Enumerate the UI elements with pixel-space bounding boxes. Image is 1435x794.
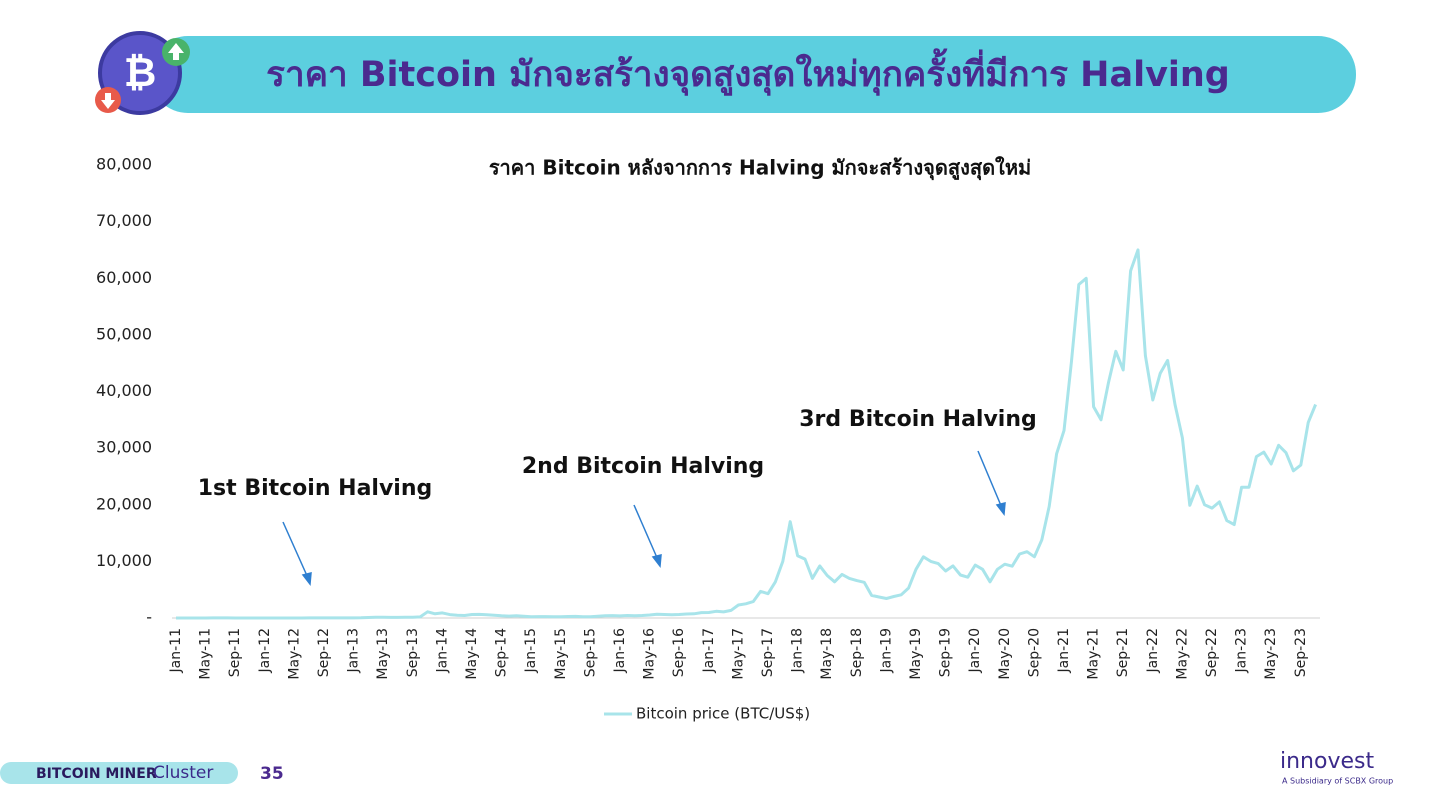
x-tick-label: Jan-13 <box>346 628 362 673</box>
chart: - 10,000 20,000 30,000 40,000 50,000 60,000 70,… <box>96 155 1320 723</box>
x-tick-label: Sep-18 <box>849 628 865 677</box>
x-tick-label: May-23 <box>1263 628 1279 680</box>
price-line <box>176 248 1317 620</box>
y-tick-label: 70,000 <box>96 211 152 230</box>
x-tick-label: Jan-17 <box>701 628 717 673</box>
x-tick-label: Jan-14 <box>434 628 450 674</box>
x-tick-label: Sep-11 <box>227 628 243 677</box>
x-tick-label: Sep-13 <box>405 628 421 677</box>
arrowhead <box>651 554 662 568</box>
arrow <box>282 521 309 579</box>
x-tick-label: Jan-22 <box>1145 628 1161 673</box>
bitcoin-symbol: ₿ <box>124 50 157 96</box>
x-tick-label: May-20 <box>997 628 1013 680</box>
x-tick-label: Jan-20 <box>967 628 983 673</box>
annotation: 1st Bitcoin Halving <box>198 476 433 501</box>
y-tick-label: 10,000 <box>96 551 152 570</box>
y-tick-label: 50,000 <box>96 324 152 343</box>
x-tick-label: Sep-15 <box>582 628 598 677</box>
page-number: 35 <box>260 764 284 784</box>
y-tick-label: - <box>146 608 152 627</box>
footer-brand-light: Cluster <box>153 763 213 783</box>
y-tick-label: 80,000 <box>96 155 152 174</box>
x-tick-label: May-12 <box>286 628 302 680</box>
x-tick-label: May-11 <box>198 628 214 680</box>
halving-arrows <box>282 450 1006 586</box>
arrowhead <box>301 572 312 586</box>
annotation: 3rd Bitcoin Halving <box>799 407 1037 432</box>
x-tick-label: Jan-19 <box>878 628 894 673</box>
x-tick-label: May-22 <box>1174 628 1190 680</box>
y-tick-label: 40,000 <box>96 381 152 400</box>
x-tick-label: Sep-21 <box>1115 628 1131 677</box>
x-tick-label: Jan-23 <box>1234 628 1250 673</box>
y-tick-label: 60,000 <box>96 268 152 287</box>
x-tick-label: Sep-20 <box>1026 628 1042 677</box>
x-tick-label: May-19 <box>908 628 924 680</box>
header-bar <box>150 36 1356 113</box>
logo-sub: A Subsidiary of SCBX Group <box>1282 777 1393 786</box>
x-tick-label: Jan-18 <box>790 628 806 673</box>
header-title: ราคา Bitcoin มักจะสร้างจุดสูงสุดใหม่ทุกค… <box>266 48 1230 96</box>
down-arrow <box>101 93 115 109</box>
arrow <box>977 450 1003 509</box>
x-tick-label: Sep-23 <box>1293 628 1309 677</box>
x-tick-label: May-14 <box>464 628 480 680</box>
footer-pill <box>0 762 238 784</box>
x-tick-label: Jan-11 <box>168 628 184 673</box>
arrowhead <box>995 502 1006 516</box>
x-tick-label: May-15 <box>553 628 569 680</box>
x-tick-label: Sep-17 <box>760 628 776 677</box>
x-tick-label: Jan-12 <box>257 628 273 673</box>
x-tick-label: Sep-19 <box>938 628 954 677</box>
x-tick-label: May-18 <box>819 628 835 680</box>
x-tick-label: May-21 <box>1086 628 1102 680</box>
annotation: 2nd Bitcoin Halving <box>522 454 764 479</box>
y-tick-label: 30,000 <box>96 438 152 457</box>
x-tick-label: Jan-16 <box>612 628 628 674</box>
up-arrow <box>168 43 184 60</box>
legend-label: Bitcoin price (BTC/US$) <box>636 705 810 723</box>
x-tick-label: May-16 <box>642 628 658 680</box>
x-tick-label: Jan-15 <box>523 628 539 673</box>
x-tick-label: May-13 <box>375 628 391 680</box>
logo: innovest <box>1280 749 1374 774</box>
arrow <box>633 504 659 561</box>
y-tick-label: 20,000 <box>96 494 152 513</box>
x-tick-label: Jan-21 <box>1056 628 1072 673</box>
x-tick-label: Sep-22 <box>1204 628 1220 677</box>
x-tick-label: Sep-12 <box>316 628 332 677</box>
chart-title: ราคา Bitcoin หลังจากการ Halving มักจะสร้… <box>489 156 1031 182</box>
x-tick-label: Sep-16 <box>671 628 687 677</box>
footer-brand: BITCOIN MINER <box>36 766 157 782</box>
x-tick-label: May-17 <box>730 628 746 680</box>
x-tick-label: Sep-14 <box>494 628 510 677</box>
bitcoin-icon <box>98 31 182 115</box>
